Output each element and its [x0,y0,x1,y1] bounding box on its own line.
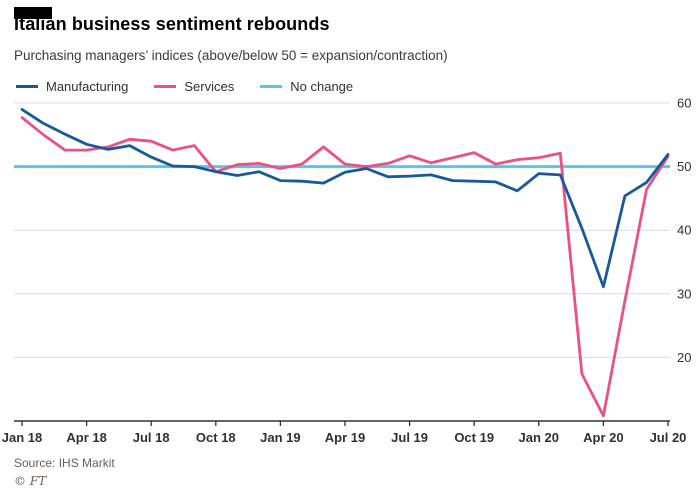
x-tick-label-Apr 19: Apr 19 [325,430,365,445]
chart-legend: Manufacturing Services No change [16,79,353,94]
legend-item-manufacturing: Manufacturing [16,79,128,94]
x-tick-label-Oct 18: Oct 18 [196,430,236,445]
page-title: Italian business sentiment rebounds [14,14,330,34]
chart-subtitle: Purchasing managers’ indices (above/belo… [14,48,448,63]
source-note: Source: IHS Markit [14,456,115,470]
legend-label-manufacturing: Manufacturing [46,79,129,94]
manufacturing-line-swatch-icon [16,85,38,88]
ft-credit: © FT [14,474,47,488]
ft-black-mark [14,7,52,19]
x-tick-label-Jul 18: Jul 18 [133,430,170,445]
series-line-manufacturing [20,107,670,289]
x-tick-label-Jul 19: Jul 19 [391,430,428,445]
x-tick-label-Apr 18: Apr 18 [66,430,106,445]
y-tick-label-50: 50 [677,159,691,174]
x-tick-label-Jan 18: Jan 18 [2,430,42,445]
legend-label-no-change: No change [290,79,354,94]
y-tick-label-40: 40 [677,223,691,238]
y-tick-label-60: 60 [677,96,691,111]
no-change-line-swatch-icon [260,85,283,88]
x-tick-label-Apr 20: Apr 20 [583,430,623,445]
x-tick-label-Jul 20: Jul 20 [650,430,687,445]
legend-item-services: Services [154,79,234,94]
legend-item-no-change: No change [260,79,353,94]
x-tick-label-Oct 19: Oct 19 [454,430,494,445]
y-tick-label-20: 20 [677,350,691,365]
y-tick-label-30: 30 [677,286,691,301]
legend-label-services: Services [184,79,235,94]
pmi-line-chart: 20 30 40 50 60 Jan 18 Apr 18 Jul 18 Oct 18 Jan 19… [2,96,692,446]
series-line-services [20,116,670,418]
services-line-swatch-icon [154,85,177,88]
x-tick-label-Jan 20: Jan 20 [519,430,559,445]
x-tick-label-Jan 19: Jan 19 [260,430,300,445]
